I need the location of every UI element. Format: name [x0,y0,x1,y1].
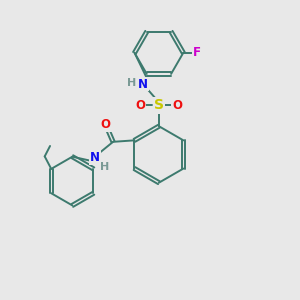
Text: O: O [100,118,111,131]
Text: N: N [138,77,148,91]
Text: F: F [193,46,201,59]
Text: H: H [127,77,136,88]
Text: O: O [136,99,146,112]
Text: H: H [100,162,110,172]
Text: O: O [172,99,182,112]
Text: S: S [154,98,164,112]
Text: N: N [90,151,100,164]
